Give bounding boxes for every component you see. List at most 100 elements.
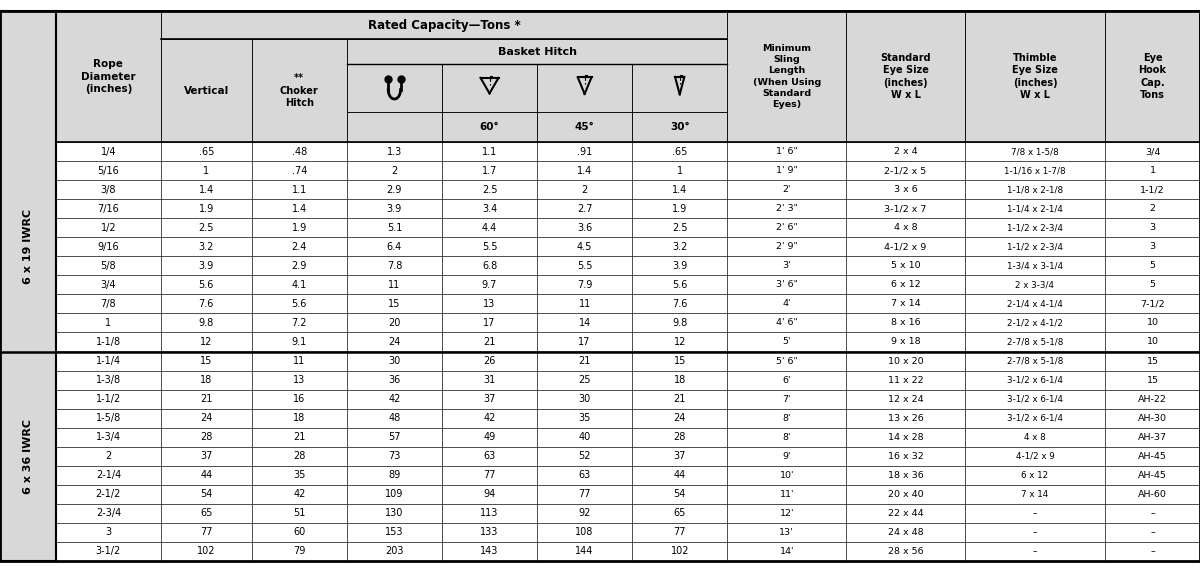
Text: 13 x 26: 13 x 26: [888, 414, 924, 423]
Bar: [727, 409, 846, 428]
Text: 7/16: 7/16: [97, 204, 119, 213]
Text: 5/16: 5/16: [97, 166, 119, 176]
Text: 7.2: 7.2: [292, 318, 307, 328]
Text: 18: 18: [673, 375, 686, 385]
Text: –: –: [1033, 547, 1037, 556]
Bar: [727, 504, 846, 523]
Text: 36: 36: [389, 375, 401, 385]
Bar: [347, 447, 442, 466]
Bar: [965, 466, 1105, 485]
Bar: [727, 447, 846, 466]
Text: 49: 49: [484, 432, 496, 442]
Bar: [442, 142, 538, 161]
Bar: [442, 64, 538, 112]
Bar: [538, 199, 632, 218]
Text: 2' 3": 2' 3": [775, 204, 798, 213]
Bar: [727, 180, 846, 199]
Bar: [1105, 447, 1200, 466]
Bar: [965, 370, 1105, 390]
Bar: [1105, 485, 1200, 504]
Text: 3.2: 3.2: [672, 242, 688, 251]
Bar: [442, 294, 538, 314]
Text: 109: 109: [385, 489, 403, 500]
Bar: [442, 180, 538, 199]
Bar: [347, 485, 442, 504]
Bar: [965, 332, 1105, 352]
Bar: [161, 180, 252, 199]
Bar: [347, 294, 442, 314]
Bar: [442, 237, 538, 256]
Bar: [538, 390, 632, 409]
Text: 14 x 28: 14 x 28: [888, 432, 924, 442]
Bar: [846, 523, 965, 542]
Bar: [252, 504, 347, 523]
Text: 51: 51: [293, 508, 306, 518]
Bar: [965, 390, 1105, 409]
Text: 28: 28: [293, 451, 306, 461]
Text: 144: 144: [576, 546, 594, 556]
Text: 15: 15: [389, 299, 401, 309]
Bar: [538, 294, 632, 314]
Text: 1-1/2 x 2-3/4: 1-1/2 x 2-3/4: [1007, 242, 1063, 251]
Text: 1-3/8: 1-3/8: [96, 375, 121, 385]
Bar: [727, 390, 846, 409]
Bar: [1105, 409, 1200, 428]
Text: AH-37: AH-37: [1138, 432, 1166, 442]
Bar: [965, 504, 1105, 523]
Text: 28: 28: [673, 432, 686, 442]
Text: 11 x 22: 11 x 22: [888, 376, 924, 385]
Text: 1.4: 1.4: [577, 166, 593, 176]
Text: 18: 18: [293, 413, 306, 423]
Text: 37: 37: [484, 394, 496, 404]
Text: 4 x 8: 4 x 8: [1024, 432, 1046, 442]
Bar: [252, 275, 347, 294]
Bar: [632, 199, 727, 218]
Text: 9/16: 9/16: [97, 242, 119, 251]
Bar: [727, 466, 846, 485]
Bar: [846, 466, 965, 485]
Text: 89: 89: [389, 471, 401, 480]
Bar: [1105, 11, 1200, 142]
Bar: [56, 523, 161, 542]
Bar: [965, 256, 1105, 275]
Bar: [347, 352, 442, 370]
Bar: [632, 409, 727, 428]
Text: 6 x 19 IWRC: 6 x 19 IWRC: [23, 209, 32, 284]
Text: 92: 92: [578, 508, 590, 518]
Bar: [965, 237, 1105, 256]
Text: 2: 2: [391, 166, 397, 176]
Text: 79: 79: [293, 546, 306, 556]
Text: .48: .48: [292, 147, 307, 156]
Text: –: –: [1150, 509, 1154, 518]
Bar: [252, 466, 347, 485]
Text: 5.6: 5.6: [292, 299, 307, 309]
Text: 13': 13': [780, 528, 794, 537]
Text: 1-1/16 x 1-7/8: 1-1/16 x 1-7/8: [1004, 166, 1066, 175]
Bar: [538, 332, 632, 352]
Bar: [846, 161, 965, 180]
Text: 42: 42: [484, 413, 496, 423]
Text: 1-1/8 x 2-1/8: 1-1/8 x 2-1/8: [1007, 185, 1063, 194]
Text: 1-1/8: 1-1/8: [96, 337, 121, 347]
Text: 108: 108: [576, 527, 594, 538]
Text: 21: 21: [578, 356, 590, 366]
Text: 3-1/2 x 6-1/4: 3-1/2 x 6-1/4: [1007, 395, 1063, 403]
Text: 54: 54: [673, 489, 686, 500]
Text: 21: 21: [673, 394, 686, 404]
Text: 13: 13: [484, 299, 496, 309]
Bar: [1105, 370, 1200, 390]
Text: –: –: [1150, 547, 1154, 556]
Bar: [442, 542, 538, 561]
Text: Basket Hitch: Basket Hitch: [498, 47, 576, 56]
Bar: [252, 523, 347, 542]
Text: 25: 25: [578, 375, 590, 385]
Text: 24 x 48: 24 x 48: [888, 528, 924, 537]
Bar: [846, 332, 965, 352]
Bar: [1105, 180, 1200, 199]
Text: 2-3/4: 2-3/4: [96, 508, 121, 518]
Text: 1-5/8: 1-5/8: [96, 413, 121, 423]
Bar: [252, 370, 347, 390]
Bar: [632, 542, 727, 561]
Bar: [347, 275, 442, 294]
Bar: [161, 11, 727, 39]
